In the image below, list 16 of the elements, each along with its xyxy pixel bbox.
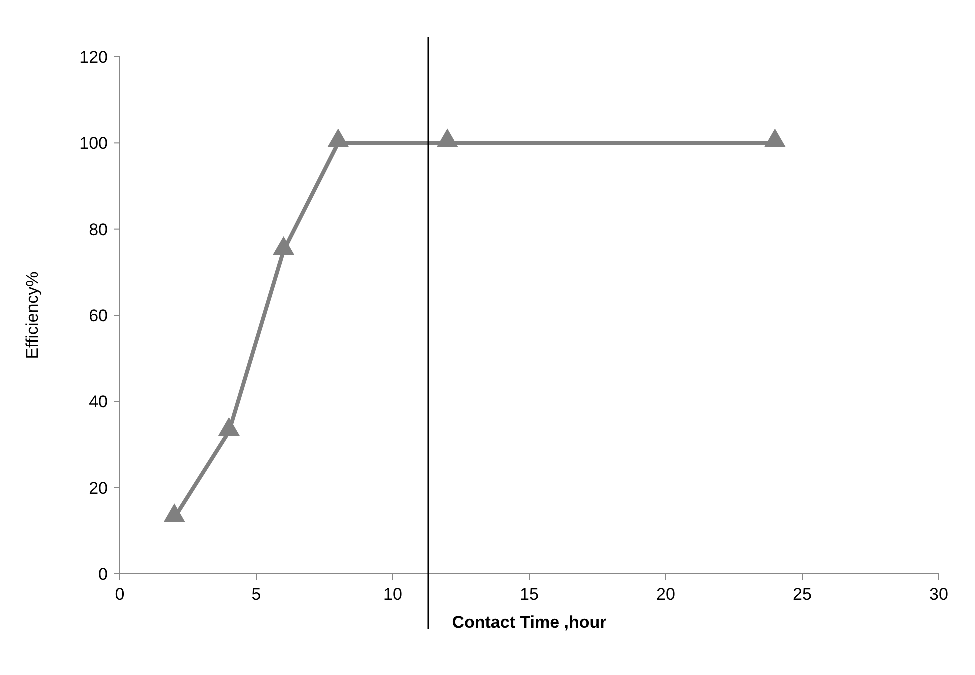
x-tick-label: 0 <box>115 585 125 604</box>
x-tick-label: 5 <box>252 585 262 604</box>
x-tick-label: 25 <box>793 585 812 604</box>
y-tick-label: 100 <box>80 134 108 154</box>
x-tick-label: 15 <box>520 585 539 604</box>
x-tick-label: 20 <box>656 585 676 604</box>
x-tick-label: 10 <box>384 585 402 604</box>
y-tick-label: 120 <box>80 48 108 67</box>
y-tick-label: 40 <box>89 392 108 412</box>
y-axis-title: Efficiency% <box>23 272 42 360</box>
y-tick-label: 60 <box>89 306 108 326</box>
y-tick-label: 0 <box>98 564 108 584</box>
y-tick-label: 80 <box>89 220 108 240</box>
x-axis-title: Contact Time ,hour <box>452 613 608 632</box>
x-tick-label: 30 <box>930 585 948 604</box>
y-tick-label: 20 <box>89 478 108 498</box>
